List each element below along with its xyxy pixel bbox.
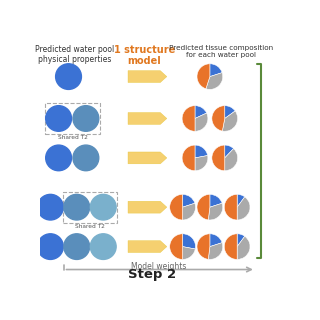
Wedge shape [225, 148, 238, 171]
Wedge shape [210, 64, 222, 76]
Text: Predicted tissue composition
for each water pool: Predicted tissue composition for each wa… [169, 44, 273, 58]
Polygon shape [128, 201, 167, 213]
Wedge shape [170, 234, 183, 260]
Wedge shape [222, 111, 238, 131]
Wedge shape [195, 156, 208, 171]
Text: Shared T2: Shared T2 [58, 135, 87, 140]
Text: 1 structure
model: 1 structure model [114, 44, 175, 66]
Wedge shape [182, 106, 195, 131]
Circle shape [64, 194, 90, 220]
Wedge shape [225, 106, 235, 118]
Wedge shape [208, 203, 223, 220]
Wedge shape [224, 234, 237, 260]
Text: Predicted water pool
physical properties: Predicted water pool physical properties [35, 44, 114, 64]
Circle shape [46, 106, 71, 131]
Circle shape [56, 64, 81, 89]
Wedge shape [225, 145, 234, 158]
Wedge shape [212, 106, 225, 131]
Wedge shape [208, 243, 223, 260]
Circle shape [37, 234, 63, 260]
Polygon shape [128, 152, 167, 164]
Wedge shape [183, 234, 196, 249]
Text: Step 2: Step 2 [128, 268, 176, 281]
Wedge shape [197, 234, 210, 259]
Wedge shape [195, 106, 207, 118]
Wedge shape [195, 145, 208, 158]
Circle shape [90, 234, 116, 260]
Wedge shape [237, 234, 245, 247]
Wedge shape [183, 203, 196, 220]
Wedge shape [182, 145, 195, 171]
Wedge shape [206, 73, 223, 89]
Polygon shape [128, 241, 167, 252]
Wedge shape [212, 145, 225, 171]
Polygon shape [128, 71, 167, 83]
Wedge shape [210, 234, 222, 247]
Wedge shape [170, 194, 183, 220]
Text: Model weights: Model weights [131, 262, 187, 271]
Circle shape [46, 145, 71, 171]
Wedge shape [237, 236, 250, 260]
Circle shape [73, 145, 99, 171]
Wedge shape [224, 194, 237, 220]
Circle shape [90, 194, 116, 220]
Circle shape [73, 106, 99, 131]
Bar [45, 103, 100, 134]
Wedge shape [183, 247, 195, 260]
Polygon shape [128, 113, 167, 124]
Wedge shape [195, 113, 208, 131]
Circle shape [64, 234, 90, 260]
Circle shape [37, 194, 63, 220]
Text: Shared T2: Shared T2 [75, 224, 105, 229]
Wedge shape [237, 197, 250, 220]
Wedge shape [237, 194, 245, 207]
Wedge shape [210, 194, 222, 207]
Wedge shape [183, 194, 195, 207]
Bar [63, 192, 117, 223]
Wedge shape [197, 64, 210, 89]
Wedge shape [197, 194, 210, 220]
